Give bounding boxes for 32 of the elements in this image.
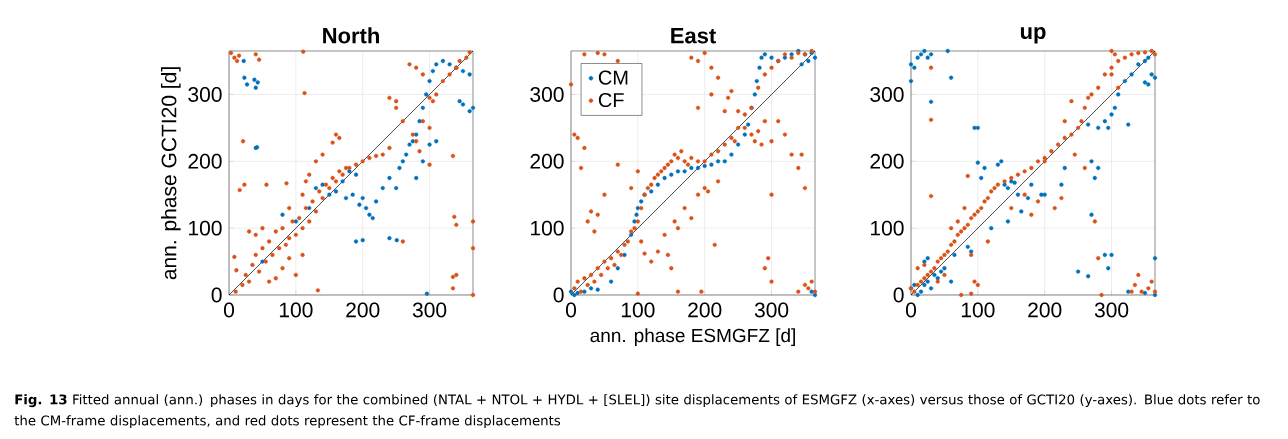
x-tick-label: 200 [1028, 302, 1062, 318]
y-tick-label: 100 [189, 220, 222, 236]
x-tick-label: 200 [346, 302, 380, 318]
y-axis-title: ann. phase GCTI20 [d] [161, 67, 181, 280]
legend-label: CM [598, 70, 628, 85]
y-tick-label: 0 [553, 287, 564, 303]
x-axis-title: ann. phase ESMGFZ [d] [590, 328, 795, 346]
x-tick-label: 300 [1094, 302, 1129, 318]
chart-title: East [671, 28, 716, 44]
text: Fig. 13 Fitted annual (ann.) phases in days for the combined (NTAL + NTOL + HYDL + [SLEL]) site displacements of ESMGFZ (x-axes) versus those of GCTI20 (y-axes). Blue dots refer to the CM-frame displacements, and red dots represent the CF-frame displacements [14, 394, 1260, 429]
y-tick-label: 300 [188, 87, 222, 102]
x-tick-label: 300 [412, 302, 447, 318]
x-tick-label: 100 [621, 302, 655, 318]
y-tick-label: 0 [211, 287, 222, 303]
x-tick-label: 0 [905, 302, 917, 318]
y-tick-label: 200 [530, 153, 564, 169]
x-tick-label: 200 [688, 302, 722, 318]
x-tick-label: 0 [565, 302, 577, 318]
legend-label: CF [598, 92, 624, 108]
y-tick-label: 300 [530, 87, 564, 102]
y-tick-label: 100 [531, 220, 564, 236]
x-tick-label: 100 [961, 302, 995, 318]
y-tick-label: 200 [188, 153, 222, 169]
y-tick-label: 200 [870, 153, 904, 169]
x-tick-label: 300 [754, 302, 789, 318]
y-tick-label: 0 [893, 287, 904, 303]
y-tick-label: 100 [871, 220, 904, 236]
x-tick-label: 100 [279, 302, 313, 318]
x-tick-label: 0 [223, 302, 235, 318]
y-tick-label: 300 [870, 87, 904, 102]
chart-title: up [1020, 27, 1046, 44]
chart-title: North [323, 27, 379, 44]
